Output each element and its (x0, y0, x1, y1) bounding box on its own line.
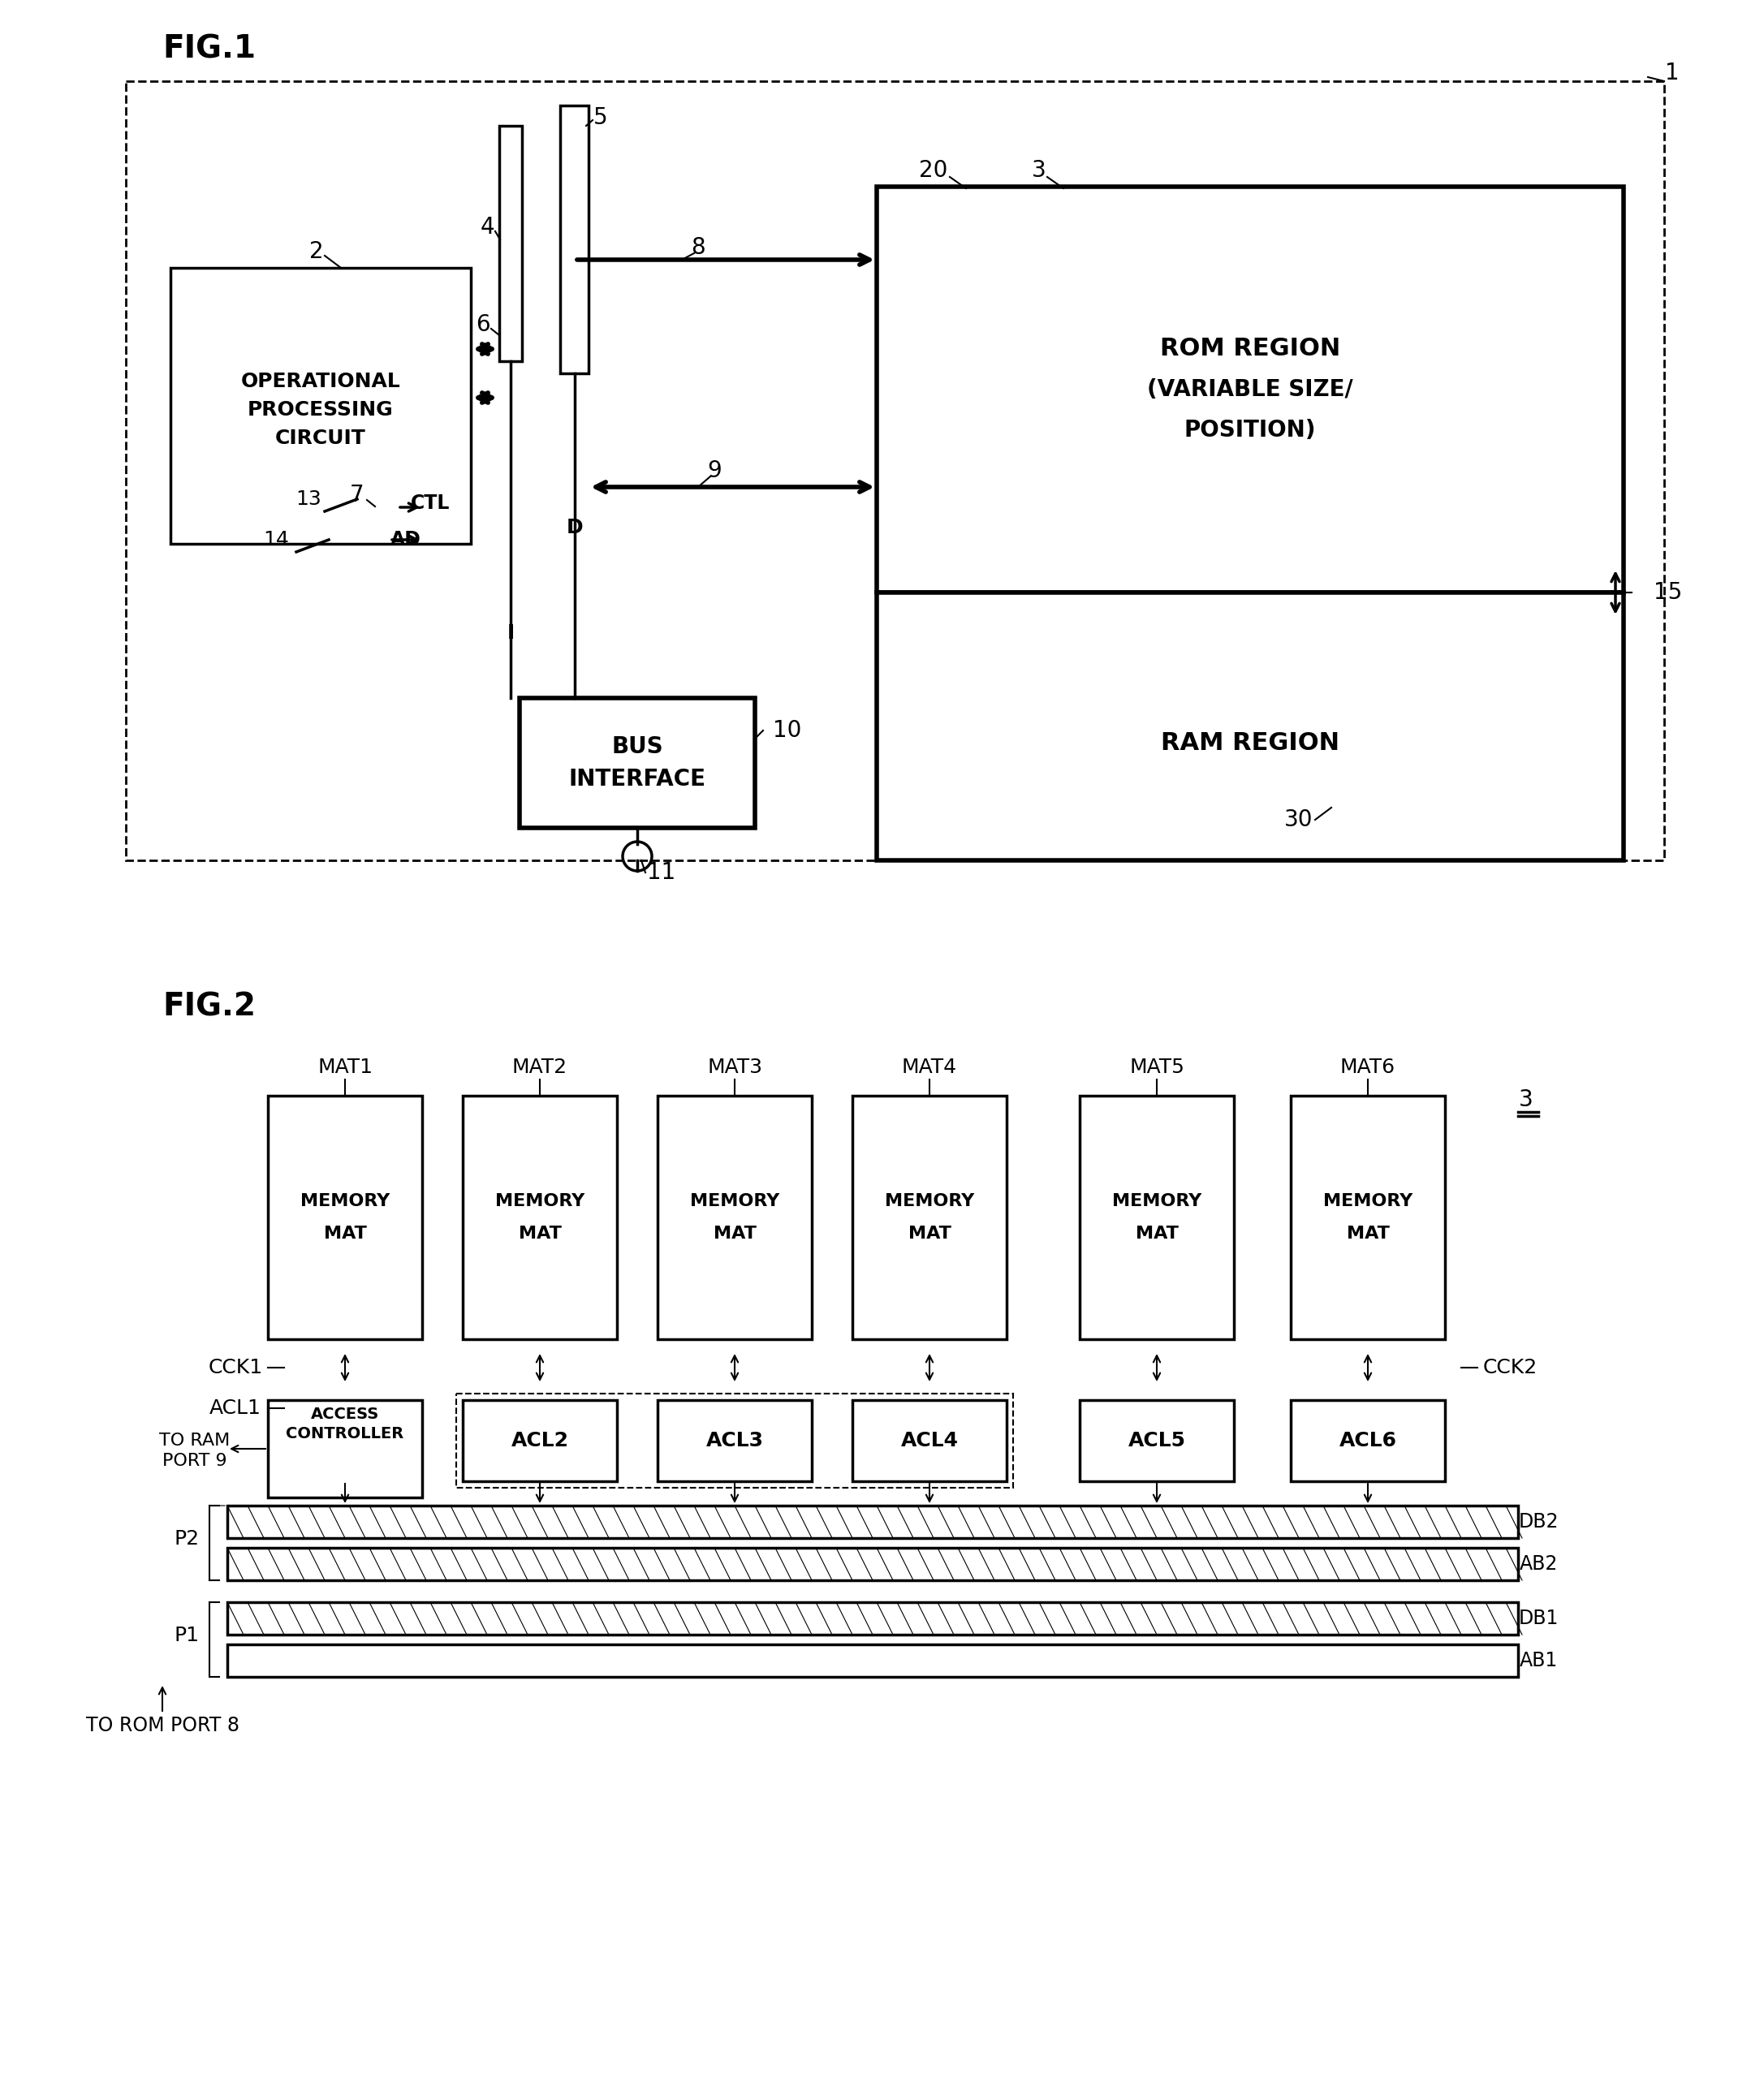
Text: MAT2: MAT2 (512, 1057, 568, 1078)
Bar (1080, 1097, 1233, 1340)
Text: MAT5: MAT5 (1129, 1057, 1184, 1078)
Text: AD: AD (390, 530, 422, 550)
Bar (852, 1400, 1007, 1481)
Text: MAT1: MAT1 (318, 1057, 372, 1078)
Text: POSITION): POSITION) (1184, 420, 1316, 442)
Text: 30: 30 (1284, 808, 1312, 831)
Text: ACL5: ACL5 (1127, 1431, 1185, 1450)
Text: ACL2: ACL2 (512, 1431, 568, 1450)
Text: P2: P2 (175, 1529, 199, 1549)
Text: MEMORY: MEMORY (1111, 1192, 1201, 1209)
Bar (125, 81, 1663, 860)
Text: MEMORY: MEMORY (300, 1192, 390, 1209)
Text: DB2: DB2 (1519, 1512, 1558, 1531)
Bar (499, 127, 522, 361)
Text: 4: 4 (480, 216, 494, 239)
Text: PORT 9: PORT 9 (162, 1452, 228, 1468)
Text: 1: 1 (1665, 62, 1679, 85)
Text: MEMORY: MEMORY (886, 1192, 974, 1209)
Text: 20: 20 (919, 160, 947, 183)
Bar (457, 1394, 1013, 1487)
Text: TO ROM PORT 8: TO ROM PORT 8 (86, 1716, 240, 1734)
Text: PROCESSING: PROCESSING (247, 401, 393, 420)
Text: (VARIABLE SIZE/: (VARIABLE SIZE/ (1147, 378, 1353, 401)
Text: CIRCUIT: CIRCUIT (275, 428, 365, 449)
Text: MAT6: MAT6 (1341, 1057, 1395, 1078)
Text: TO RAM: TO RAM (159, 1433, 231, 1450)
Text: I: I (506, 623, 515, 642)
Text: CCK1: CCK1 (208, 1358, 263, 1377)
Text: INTERFACE: INTERFACE (568, 768, 706, 791)
Bar (1080, 1400, 1233, 1481)
Text: RAM REGION: RAM REGION (1161, 731, 1339, 754)
Text: 13: 13 (296, 490, 321, 509)
Text: DB1: DB1 (1519, 1610, 1558, 1628)
Bar (228, 1601, 1519, 1635)
Text: MAT: MAT (908, 1225, 951, 1242)
Text: P1: P1 (175, 1626, 199, 1645)
Text: MEMORY: MEMORY (690, 1192, 780, 1209)
Bar (658, 1400, 811, 1481)
Text: OPERATIONAL: OPERATIONAL (242, 372, 400, 390)
Bar (171, 268, 471, 544)
Bar (520, 698, 755, 829)
Text: MAT: MAT (1346, 1225, 1390, 1242)
Text: CTL: CTL (411, 494, 450, 513)
Text: 6: 6 (476, 314, 490, 336)
Text: 8: 8 (691, 237, 706, 260)
Text: ACL1: ACL1 (210, 1398, 261, 1419)
Text: FIG.1: FIG.1 (162, 33, 256, 64)
Text: 7: 7 (349, 484, 365, 507)
Text: 3: 3 (1032, 160, 1046, 183)
Text: ACL3: ACL3 (706, 1431, 764, 1450)
Text: D: D (566, 517, 584, 538)
Bar (228, 1645, 1519, 1676)
Bar (268, 1097, 422, 1340)
Text: 14: 14 (263, 530, 289, 550)
Text: 3: 3 (1519, 1088, 1533, 1111)
Text: 9: 9 (707, 459, 721, 482)
Bar (228, 1547, 1519, 1581)
Text: MAT: MAT (1136, 1225, 1178, 1242)
Bar (877, 187, 1623, 592)
Bar (852, 1097, 1007, 1340)
Bar (228, 1506, 1519, 1539)
Text: AB1: AB1 (1519, 1651, 1558, 1670)
Text: CCK2: CCK2 (1482, 1358, 1536, 1377)
Bar (1291, 1097, 1445, 1340)
Text: MAT3: MAT3 (707, 1057, 762, 1078)
Bar (268, 1400, 422, 1498)
Text: ROM REGION: ROM REGION (1161, 336, 1341, 361)
Text: ACCESS: ACCESS (310, 1406, 379, 1423)
Bar (561, 106, 589, 374)
Text: MEMORY: MEMORY (1323, 1192, 1413, 1209)
Text: CONTROLLER: CONTROLLER (286, 1427, 404, 1441)
Text: BUS: BUS (612, 735, 663, 758)
Bar (462, 1400, 617, 1481)
Text: AB2: AB2 (1519, 1554, 1558, 1574)
Text: 2: 2 (309, 241, 325, 264)
Bar (877, 592, 1623, 860)
Text: 5: 5 (593, 106, 609, 129)
Text: 15: 15 (1655, 582, 1683, 604)
Text: 11: 11 (647, 862, 676, 885)
Bar (658, 1097, 811, 1340)
Text: ACL4: ACL4 (901, 1431, 958, 1450)
Text: FIG.2: FIG.2 (162, 991, 256, 1022)
Text: 10: 10 (773, 719, 803, 741)
Text: MAT: MAT (323, 1225, 367, 1242)
Text: ACL6: ACL6 (1339, 1431, 1397, 1450)
Text: MAT: MAT (713, 1225, 757, 1242)
Bar (462, 1097, 617, 1340)
Text: MEMORY: MEMORY (496, 1192, 584, 1209)
Text: MAT: MAT (519, 1225, 561, 1242)
Bar (1291, 1400, 1445, 1481)
Text: MAT4: MAT4 (901, 1057, 958, 1078)
